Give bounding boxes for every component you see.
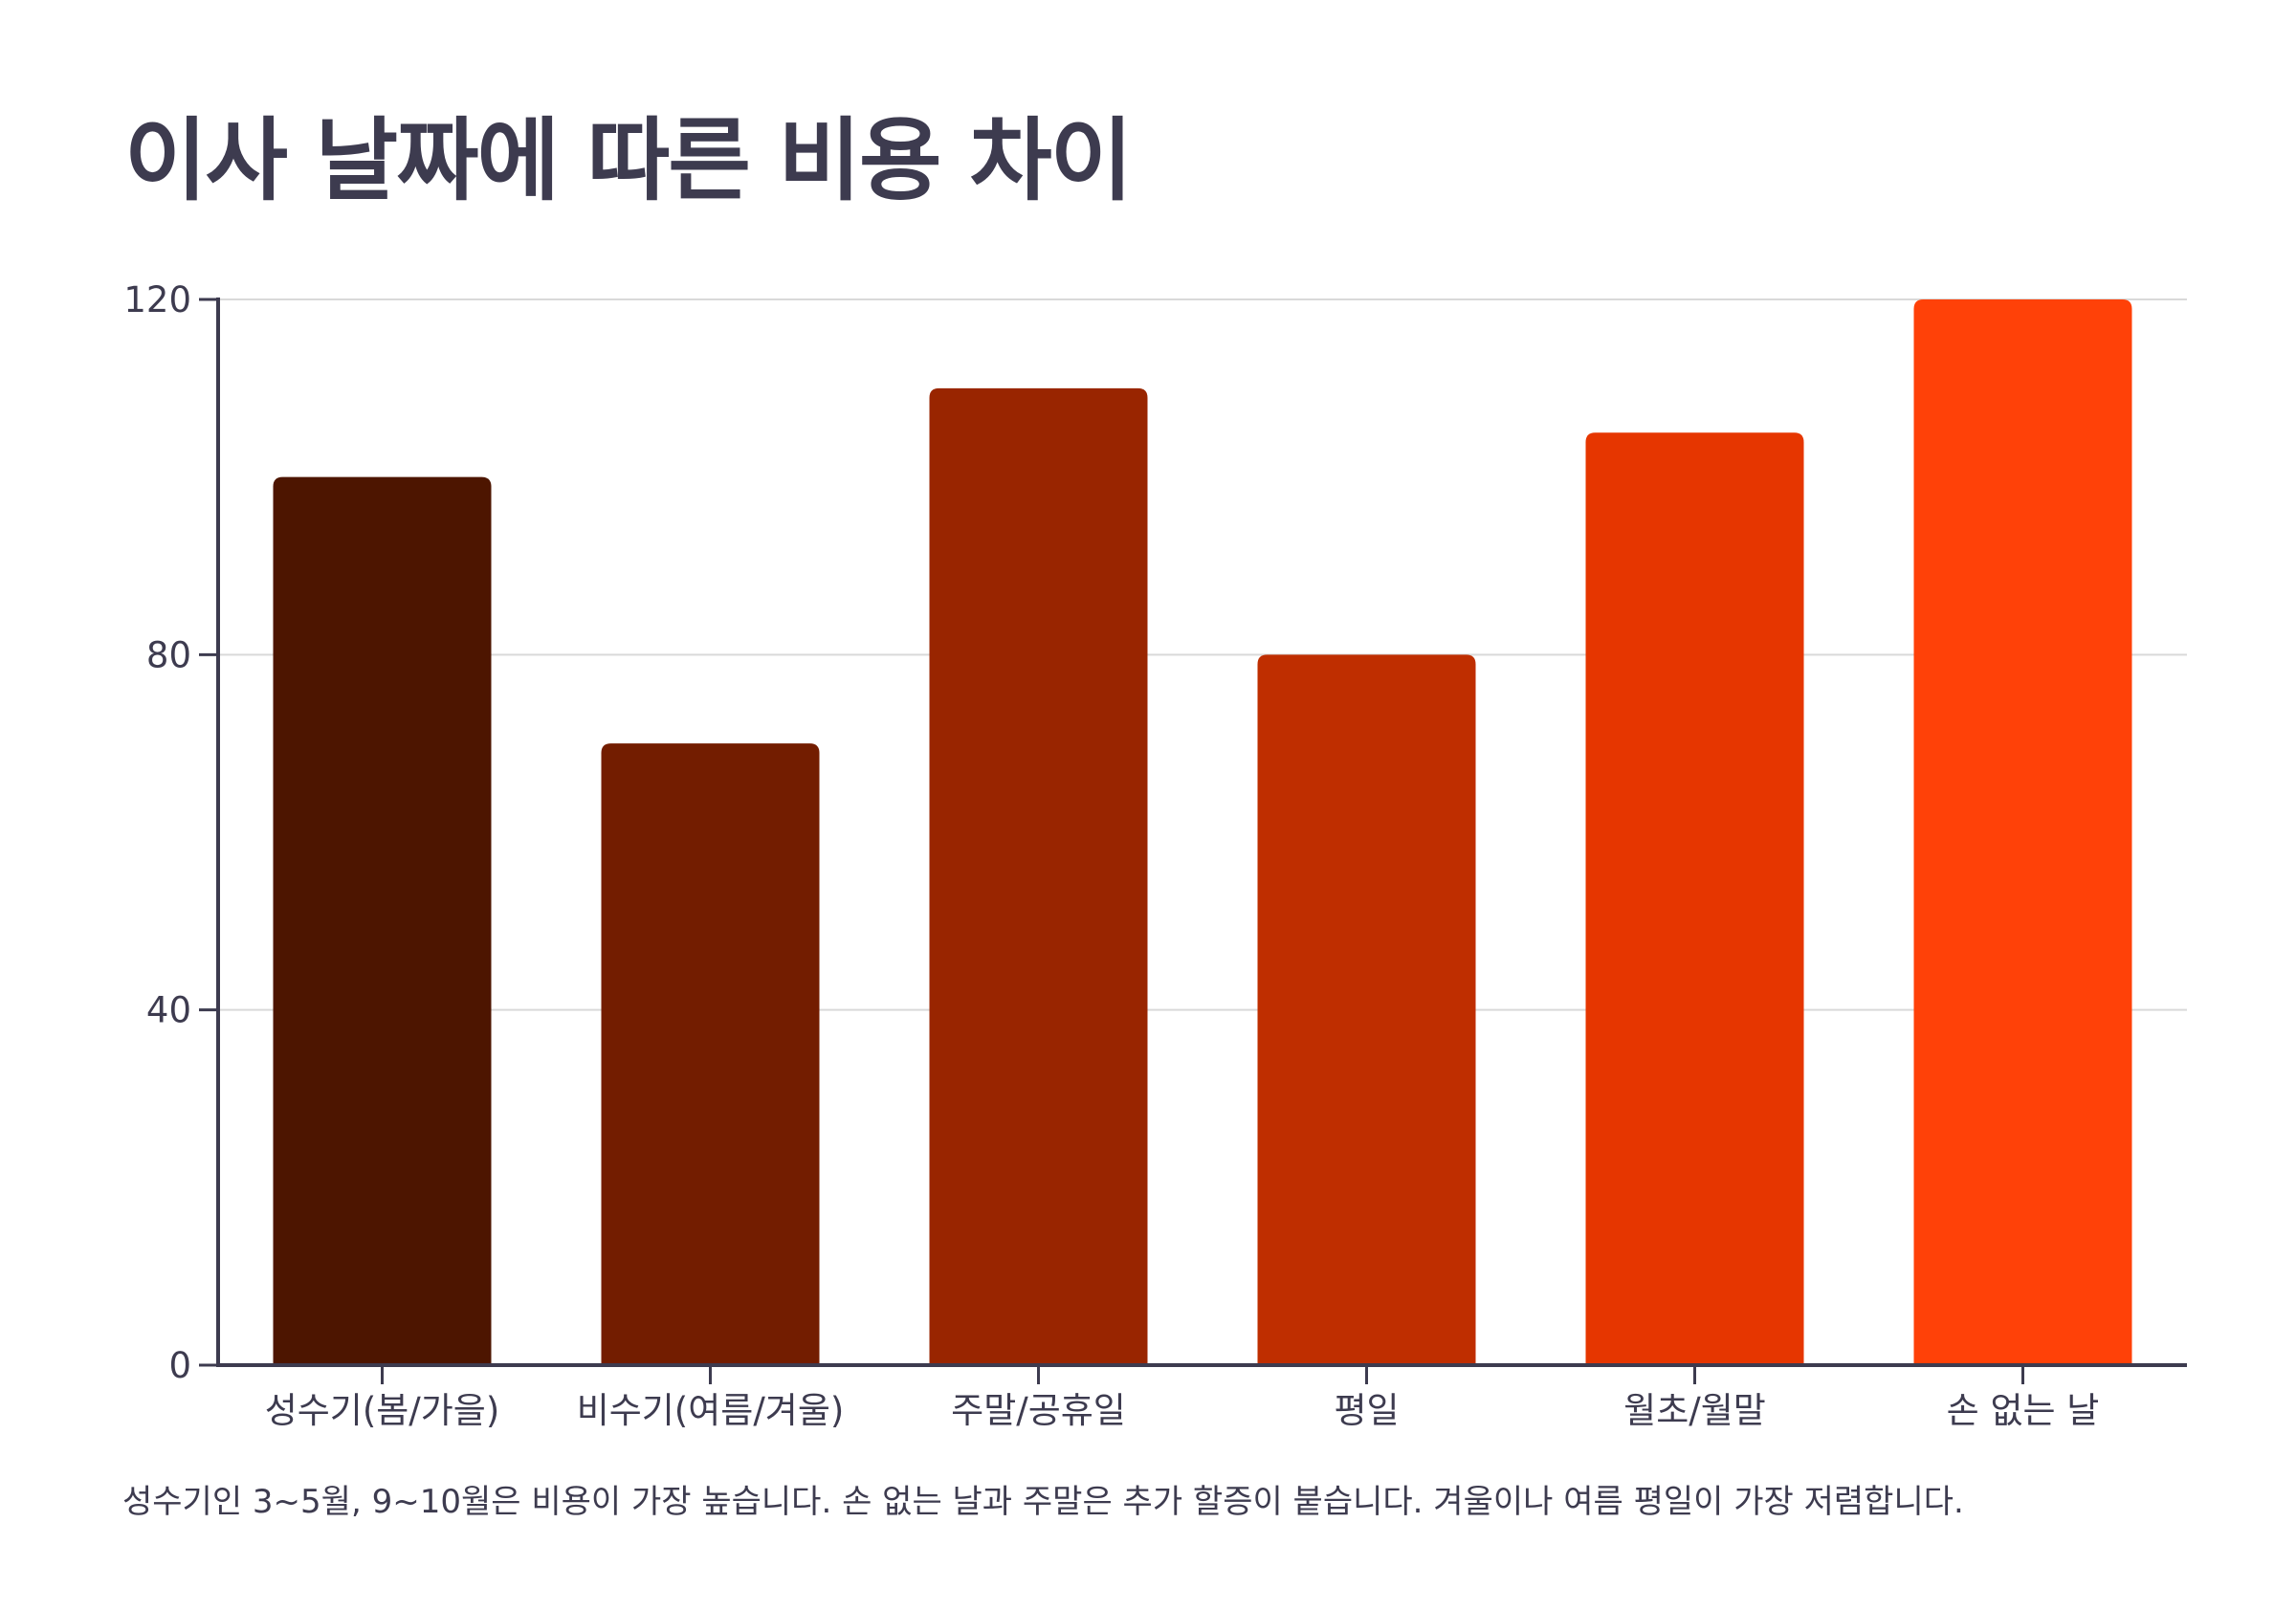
- y-tick-label: 0: [168, 1345, 191, 1386]
- bars: [273, 299, 2132, 1366]
- x-tick-label: 월초/월말: [1623, 1390, 1766, 1431]
- bar: [1913, 299, 2132, 1365]
- gridlines: [218, 298, 2187, 1011]
- y-tick-label: 80: [146, 634, 191, 675]
- x-tick-label: 성수기(봄/가을): [265, 1390, 500, 1431]
- bar: [1257, 654, 1476, 1365]
- x-axis-ticks: 성수기(봄/가을) 비수기(여름/겨울) 주말/공휴일 평일 월초/월말 손 없는 날: [265, 1365, 2100, 1431]
- x-tick-label: 비수기(여름/겨울): [577, 1390, 845, 1431]
- bar: [1585, 432, 1804, 1365]
- chart-note: 성수기인 3~5월, 9~10월은 비용이 가장 높습니다. 손 없는 날과 주…: [122, 1483, 1964, 1521]
- x-tick-label: 주말/공휴일: [951, 1390, 1126, 1431]
- bar: [601, 743, 820, 1365]
- chart-title: 이사 날짜에 따른 비용 차이: [124, 109, 1133, 213]
- x-tick-label: 평일: [1334, 1390, 1399, 1431]
- bar: [929, 387, 1148, 1365]
- y-tick-label: 120: [123, 279, 191, 320]
- y-axis-ticks: 0 40 80 120: [123, 279, 218, 1386]
- y-tick-label: 40: [146, 990, 191, 1031]
- x-tick-label: 손 없는 날: [1947, 1390, 2100, 1431]
- axes: [216, 298, 2187, 1367]
- bar: [273, 476, 492, 1366]
